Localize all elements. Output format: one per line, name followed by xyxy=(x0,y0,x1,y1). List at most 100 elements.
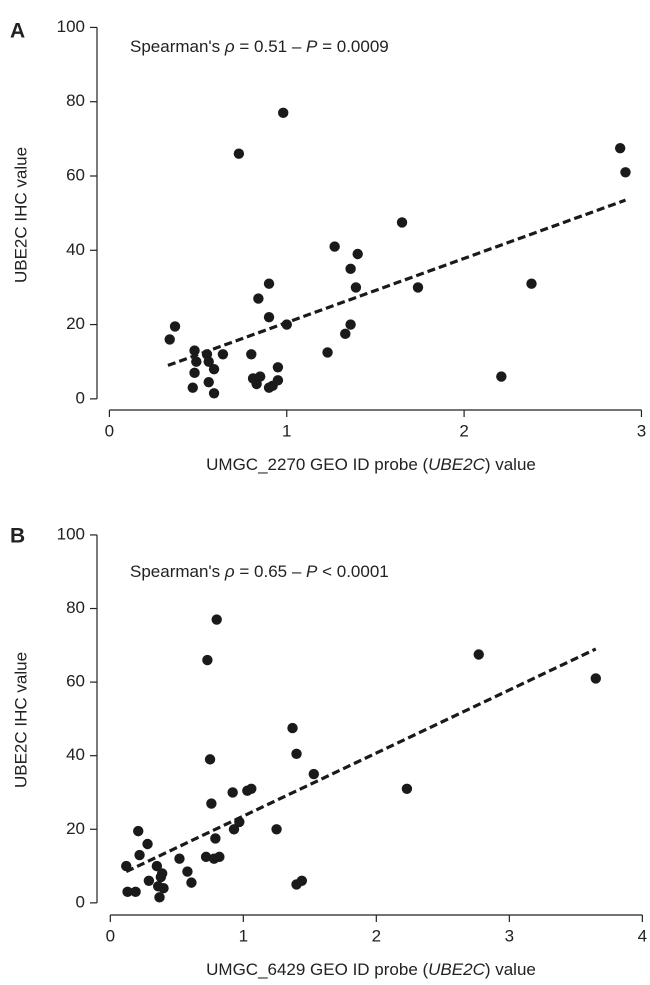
data-point xyxy=(291,748,302,760)
data-point xyxy=(133,825,144,837)
data-point xyxy=(614,142,626,154)
annotation-part: ρ xyxy=(224,37,235,56)
data-point xyxy=(158,882,169,894)
annotation-part: ρ xyxy=(224,562,235,581)
x-axis-label-part: ) value xyxy=(485,455,536,474)
data-point xyxy=(590,673,601,684)
y-tick-label: 60 xyxy=(66,165,85,184)
data-point xyxy=(246,783,257,795)
data-point xyxy=(217,349,229,360)
y-tick-label: 40 xyxy=(66,745,85,764)
y-tick-label: 0 xyxy=(76,892,85,911)
panel-label: A xyxy=(10,20,25,43)
annotation-part: Spearman's xyxy=(130,562,225,581)
data-point xyxy=(189,367,200,379)
data-point xyxy=(287,722,298,734)
annotation-part: Spearman's xyxy=(130,37,225,56)
data-point xyxy=(208,363,220,375)
data-point xyxy=(130,886,141,898)
data-point xyxy=(308,768,320,780)
data-point xyxy=(154,892,165,903)
data-point xyxy=(211,614,222,625)
panel-label: B xyxy=(10,525,25,548)
annotation-part: P xyxy=(306,562,318,581)
data-point xyxy=(142,838,153,850)
y-tick-label: 60 xyxy=(66,672,85,691)
data-point xyxy=(187,382,198,393)
data-point xyxy=(296,875,308,886)
data-point xyxy=(352,248,363,260)
x-tick-label: 3 xyxy=(637,421,646,440)
data-point xyxy=(396,217,408,228)
x-axis-label-part: ) value xyxy=(485,960,536,979)
data-point xyxy=(401,783,413,795)
x-tick-label: 0 xyxy=(106,926,115,945)
x-tick-label: 2 xyxy=(459,421,468,440)
data-point xyxy=(189,345,200,356)
y-tick-label: 40 xyxy=(66,240,85,259)
data-point xyxy=(246,349,257,360)
data-point xyxy=(228,824,240,835)
x-axis-label-part: UBE2C xyxy=(428,455,485,474)
data-point xyxy=(134,849,145,861)
data-point xyxy=(164,334,175,345)
data-point xyxy=(204,754,216,765)
data-point xyxy=(210,833,221,844)
data-point xyxy=(191,356,202,367)
data-point xyxy=(200,851,212,863)
y-tick-label: 80 xyxy=(66,598,85,617)
data-point xyxy=(253,293,264,304)
x-tick-label: 1 xyxy=(282,421,291,440)
x-tick-label: 1 xyxy=(239,926,248,945)
data-point xyxy=(412,282,424,293)
data-point xyxy=(151,860,163,872)
data-point xyxy=(214,851,225,863)
annotation-part: = 0.65 – xyxy=(235,562,306,581)
data-point xyxy=(526,278,537,289)
y-axis-label: UBE2C IHC value xyxy=(11,147,30,283)
x-axis-label-part: UBE2C xyxy=(428,960,485,979)
data-point xyxy=(272,375,284,386)
data-point xyxy=(350,282,362,293)
data-point xyxy=(329,241,340,252)
x-tick-label: 2 xyxy=(372,926,381,945)
trend-line xyxy=(125,647,597,874)
trend-line xyxy=(167,198,627,367)
data-point xyxy=(156,868,168,879)
data-point xyxy=(322,347,333,358)
data-point xyxy=(182,866,193,877)
y-tick-label: 100 xyxy=(57,17,85,36)
data-point xyxy=(254,371,266,382)
y-tick-label: 20 xyxy=(66,314,85,333)
data-point xyxy=(169,321,181,332)
annotation-part: = 0.0009 xyxy=(317,37,388,56)
data-point xyxy=(122,886,133,898)
annotation: Spearman's ρ = 0.65 – P < 0.0001 xyxy=(130,562,389,581)
data-point xyxy=(278,107,289,119)
data-point xyxy=(186,877,197,888)
data-point xyxy=(263,278,275,289)
x-tick-label: 3 xyxy=(505,926,514,945)
data-point xyxy=(203,356,214,367)
data-point xyxy=(227,787,238,798)
data-point xyxy=(340,328,351,340)
x-axis-label-part: UMGC_6429 GEO ID probe ( xyxy=(206,960,428,979)
panel: B 0 20 40 60 80 100 0 1 2 3 4 UBE2C IHC value UMGC_64… xyxy=(10,524,647,979)
data-point xyxy=(473,649,484,660)
panel: A 0 20 40 60 80 100 0 1 2 3 UBE2C IHC value UMGC_227… xyxy=(10,17,646,475)
y-tick-label: 0 xyxy=(76,388,85,407)
x-axis-label: UMGC_6429 GEO ID probe (UBE2C) value xyxy=(206,960,536,979)
annotation-part: = 0.51 – xyxy=(235,37,306,56)
x-tick-label: 0 xyxy=(105,421,114,440)
data-point xyxy=(271,824,282,835)
data-point xyxy=(202,654,213,666)
annotation-part: < 0.0001 xyxy=(317,562,388,581)
data-point xyxy=(208,388,220,399)
annotation: Spearman's ρ = 0.51 – P = 0.0009 xyxy=(130,37,389,56)
annotation-part: P xyxy=(306,37,318,56)
data-point xyxy=(203,376,214,388)
y-tick-label: 80 xyxy=(66,91,85,110)
y-axis-label: UBE2C IHC value xyxy=(11,652,30,788)
x-axis-label: UMGC_2270 GEO ID probe (UBE2C) value xyxy=(206,455,536,474)
